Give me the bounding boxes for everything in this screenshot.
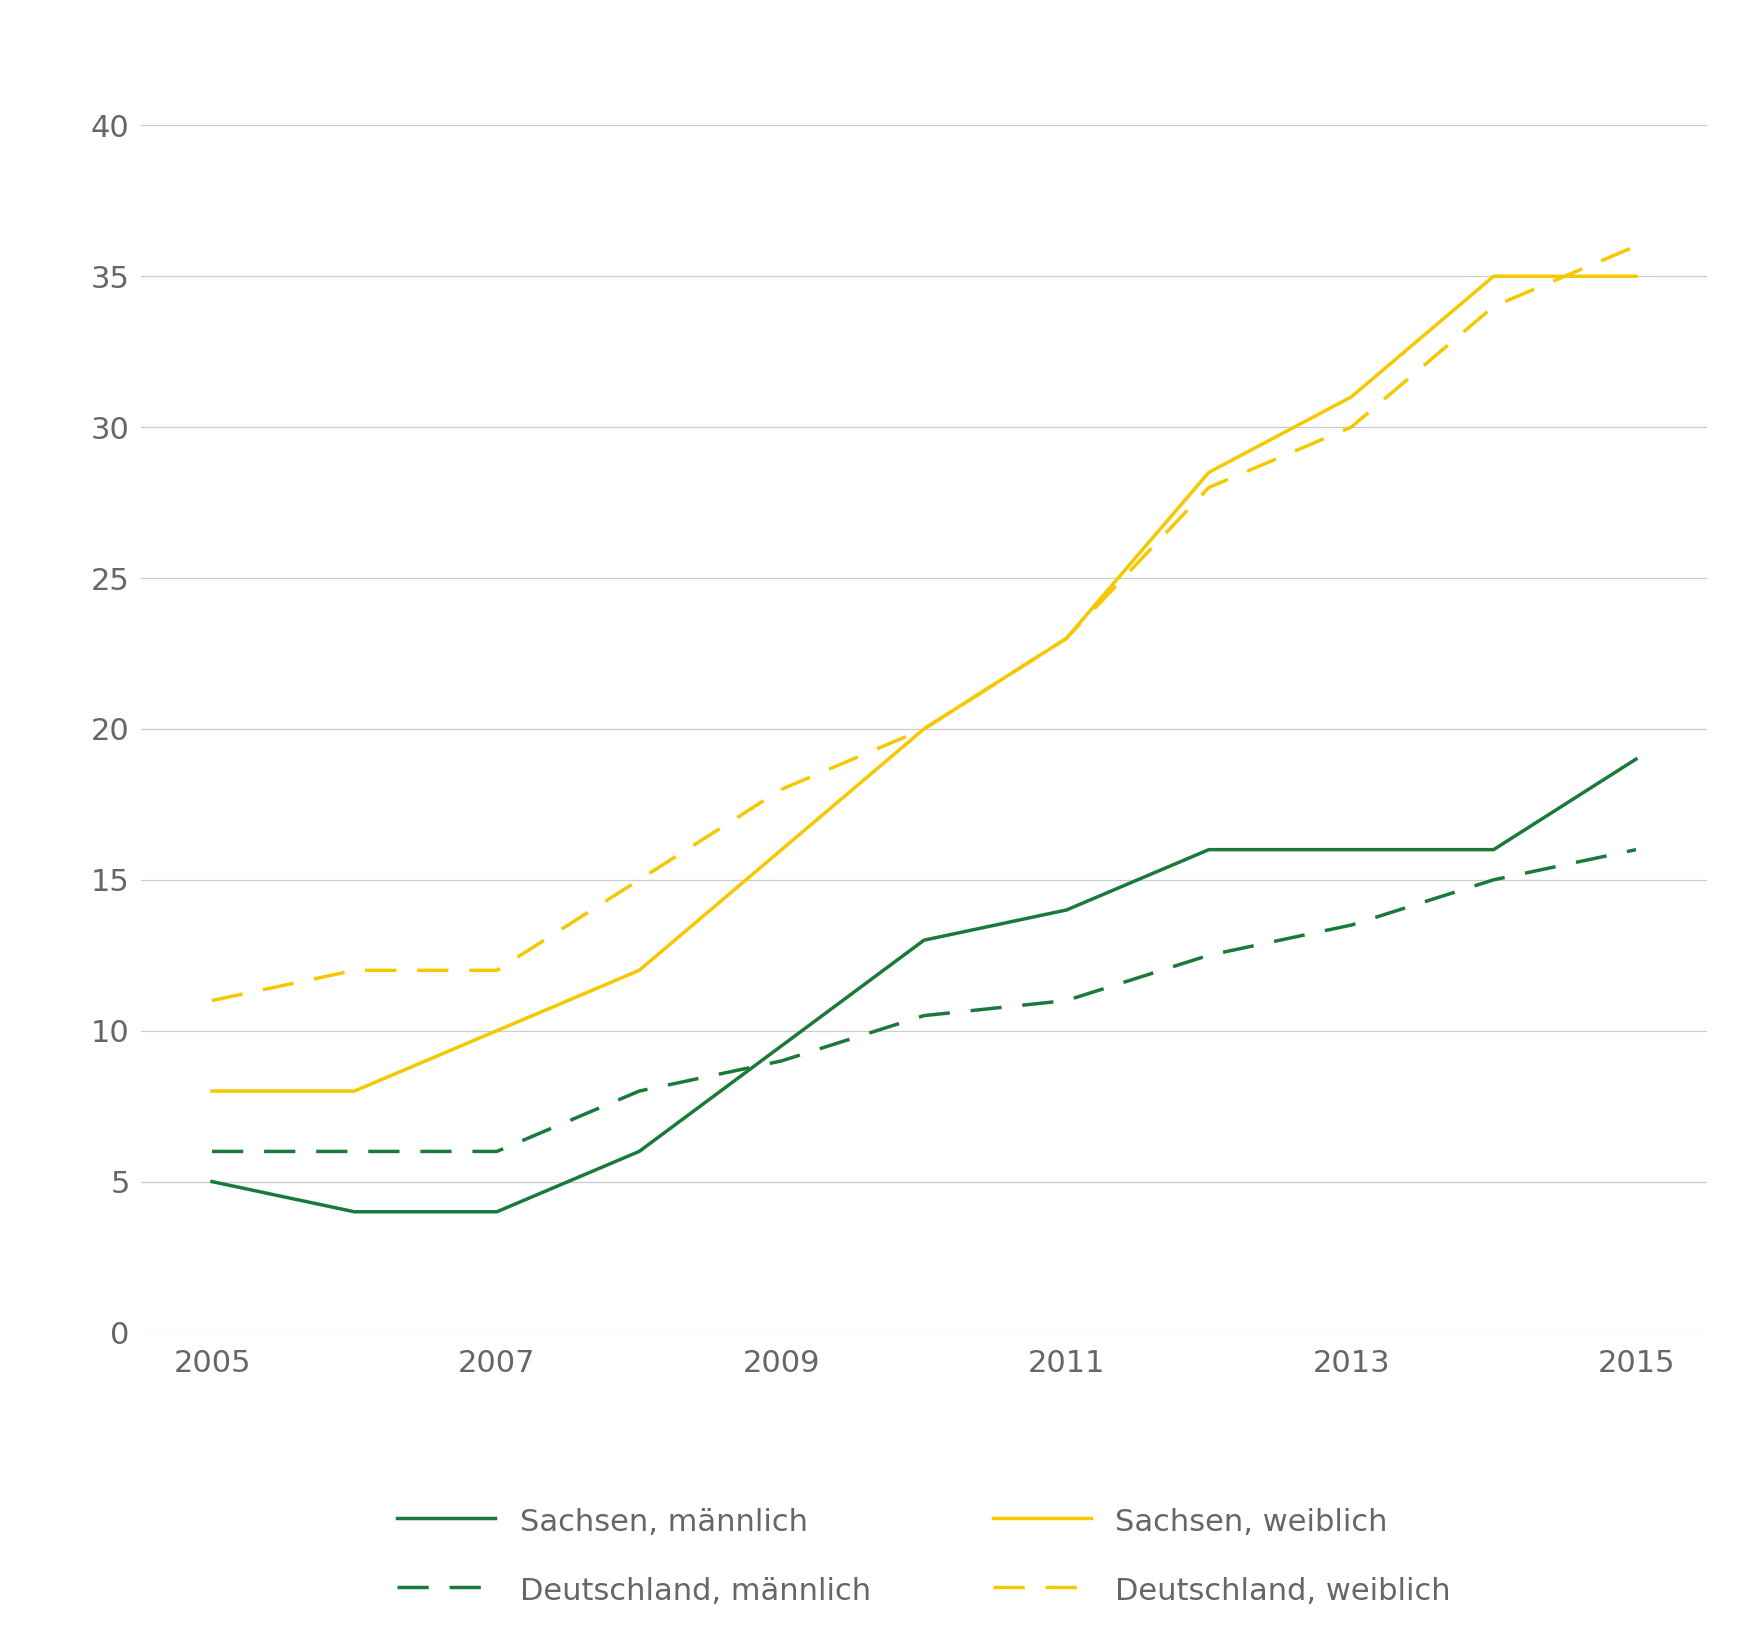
Legend: Sachsen, männlich, Deutschland, männlich, Sachsen, weiblich, Deutschland, weibli: Sachsen, männlich, Deutschland, männlich… bbox=[366, 1474, 1482, 1625]
